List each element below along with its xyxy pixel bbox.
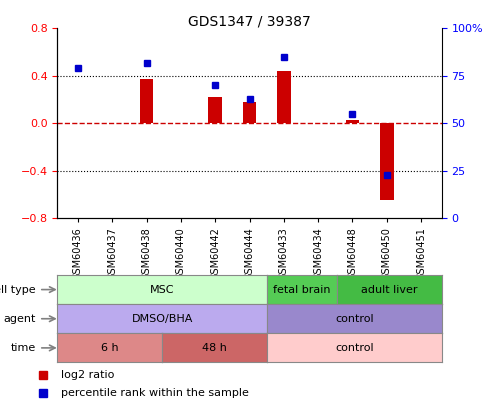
Bar xyxy=(346,120,359,123)
Text: DMSO/BHA: DMSO/BHA xyxy=(132,314,193,324)
Text: percentile rank within the sample: percentile rank within the sample xyxy=(61,388,249,398)
Bar xyxy=(140,79,154,123)
Bar xyxy=(277,71,291,123)
Bar xyxy=(243,102,256,123)
Bar xyxy=(209,97,222,123)
Text: log2 ratio: log2 ratio xyxy=(61,370,114,379)
Text: adult liver: adult liver xyxy=(361,285,418,294)
Text: control: control xyxy=(335,314,374,324)
Text: 48 h: 48 h xyxy=(202,343,227,353)
Text: fetal brain: fetal brain xyxy=(273,285,331,294)
Text: 6 h: 6 h xyxy=(101,343,119,353)
Text: GDS1347 / 39387: GDS1347 / 39387 xyxy=(188,14,311,28)
Text: control: control xyxy=(335,343,374,353)
Text: MSC: MSC xyxy=(150,285,175,294)
Text: cell type: cell type xyxy=(0,285,36,294)
Bar xyxy=(380,123,394,200)
Text: agent: agent xyxy=(3,314,36,324)
Text: time: time xyxy=(10,343,36,353)
